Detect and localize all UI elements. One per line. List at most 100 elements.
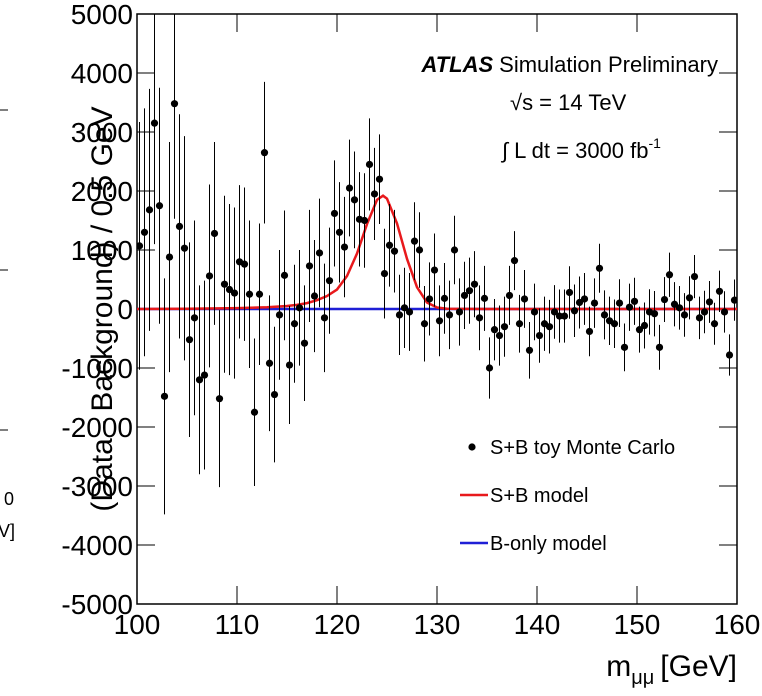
data-point: [615, 299, 624, 307]
data-point: [205, 272, 214, 280]
y-tick-label: 4000: [71, 58, 133, 89]
data-point: [685, 294, 694, 302]
data-point: [420, 320, 429, 328]
data-point: [675, 304, 684, 312]
legend-label: B-only model: [490, 533, 607, 555]
data-point: [490, 326, 499, 334]
data-point: [285, 361, 294, 369]
data-point: [415, 246, 424, 254]
y-tick-label: 0: [117, 294, 133, 325]
data-point: [170, 100, 179, 108]
data-point: [190, 314, 199, 322]
data-point: [655, 343, 664, 351]
status: Simulation Preliminary: [499, 52, 718, 77]
legend-label: S+B toy Monte Carlo: [490, 437, 675, 459]
data-point: [290, 320, 299, 328]
data-point: [495, 331, 504, 340]
data-point: [515, 320, 524, 328]
data-point: [245, 290, 254, 298]
data-point: [150, 119, 159, 127]
data-point: [625, 303, 634, 311]
data-point: [620, 343, 629, 351]
data-point: [295, 304, 304, 312]
data-point: [720, 308, 729, 316]
legend-marker: [468, 443, 476, 451]
data-point: [255, 290, 264, 298]
data-point: [215, 395, 224, 403]
data-point: [365, 160, 374, 169]
data-point: [560, 312, 569, 320]
data-point: [430, 266, 439, 274]
data-point: [195, 376, 204, 384]
data-point: [465, 287, 474, 295]
y-tick-label: -3000: [61, 471, 133, 502]
x-axis-title-unit: [GeV]: [660, 650, 737, 683]
data-point: [715, 287, 724, 295]
y-axis-title: (Data - Background) / 0.5 GeV: [86, 106, 119, 511]
y-tick-label: 3000: [71, 117, 133, 148]
data-point: [610, 320, 619, 328]
data-point: [385, 241, 394, 249]
data-point: [680, 311, 689, 319]
x-tick-label: 130: [414, 609, 461, 640]
data-point: [360, 216, 369, 225]
data-point: [325, 277, 334, 285]
data-point: [220, 280, 229, 288]
data-point: [330, 209, 339, 218]
data-point: [145, 206, 154, 214]
data-point: [590, 299, 599, 307]
data-point: [595, 264, 604, 272]
data-point: [650, 310, 659, 318]
data-point: [485, 364, 494, 372]
data-point: [380, 270, 389, 278]
data-point: [265, 359, 274, 367]
data-point: [260, 149, 269, 157]
data-point: [505, 291, 514, 300]
y-tick-label: -4000: [61, 530, 133, 561]
lumi-sup: -1: [649, 135, 662, 151]
data-point: [400, 304, 409, 312]
y-tick-label: 2000: [71, 176, 133, 207]
data-point: [690, 272, 699, 281]
data-point: [710, 320, 719, 328]
data-point: [250, 408, 259, 416]
data-point: [575, 298, 584, 307]
y-tick-label: 5000: [71, 0, 133, 30]
data-point: [535, 331, 544, 340]
data-point: [275, 311, 284, 319]
data-point: [140, 228, 149, 236]
data-point: [435, 317, 444, 325]
data-point: [320, 314, 329, 322]
lumi: ∫ L dt = 3000 fb-1: [500, 135, 661, 163]
data-point: [600, 311, 609, 319]
data-point: [160, 392, 169, 400]
data-point: [315, 249, 324, 257]
data-point: [155, 202, 164, 210]
data-point: [185, 336, 194, 344]
data-point: [695, 314, 704, 322]
legend-label: S+B model: [490, 485, 588, 507]
edge-text: V]: [0, 521, 15, 541]
plot-area: [137, 14, 737, 515]
data-point: [165, 253, 174, 261]
y-tick-label: 1000: [71, 235, 133, 266]
data-point: [440, 294, 449, 302]
y-tick-label: -5000: [61, 589, 133, 620]
data-point: [370, 190, 379, 198]
data-point: [405, 308, 414, 316]
edge-text: 0: [4, 489, 14, 509]
data-point: [310, 292, 319, 300]
data-point: [445, 311, 454, 319]
data-point: [510, 257, 519, 265]
data-point: [640, 321, 649, 330]
data-point: [270, 390, 279, 399]
x-tick-label: 100: [114, 609, 161, 640]
data-point: [550, 308, 559, 316]
data-point: [395, 311, 404, 319]
y-tick-label: -2000: [61, 412, 133, 443]
data-point: [530, 308, 539, 316]
x-tick-label: 140: [514, 609, 561, 640]
data-point: [210, 229, 219, 238]
data-point: [375, 175, 384, 183]
